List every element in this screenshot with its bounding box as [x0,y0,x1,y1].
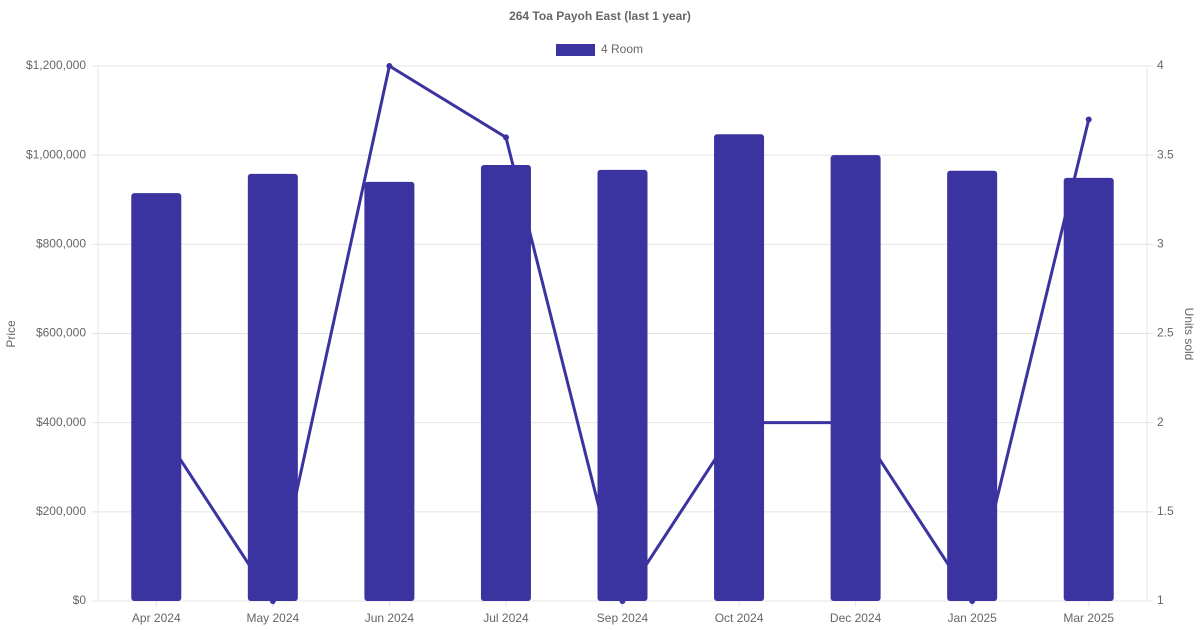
x-tick-label: Apr 2024 [132,611,181,625]
y-tick-label: $0 [73,593,87,607]
y-tick-label: $1,200,000 [26,58,86,72]
y2-tick-label: 4 [1157,58,1164,72]
x-tick-label: May 2024 [246,611,299,625]
y-tick-label: $200,000 [36,504,86,518]
y-axis-title: Price [4,320,18,348]
y2-tick-label: 1.5 [1157,504,1174,518]
y2-tick-label: 3 [1157,237,1164,251]
x-tick-label: Jan 2025 [947,611,997,625]
y2-axis-title: Units sold [1182,308,1196,361]
y-tick-label: $1,000,000 [26,147,86,161]
bar [364,181,415,601]
y-tick-label: $800,000 [36,237,86,251]
bar [1063,177,1114,601]
legend-label: 4 Room [601,42,643,56]
bar [830,155,881,601]
line-point [1085,116,1092,123]
legend-swatch [556,44,595,56]
x-tick-label: Dec 2024 [830,611,882,625]
x-tick-label: Sep 2024 [597,611,649,625]
y2-tick-label: 1 [1157,593,1164,607]
y2-tick-label: 2.5 [1157,326,1174,340]
bar [714,134,765,601]
y2-tick-label: 3.5 [1157,147,1174,161]
y-tick-label: $400,000 [36,415,86,429]
bar [131,193,182,601]
x-tick-label: Jul 2024 [483,611,529,625]
bar [247,173,298,601]
x-tick-label: Jun 2024 [365,611,415,625]
bar [947,170,998,602]
x-tick-label: Mar 2025 [1063,611,1114,625]
chart-title: 264 Toa Payoh East (last 1 year) [509,9,691,23]
y2-tick-label: 2 [1157,415,1164,429]
line-point [386,63,393,69]
y-tick-label: $600,000 [36,326,86,340]
bar [597,169,648,602]
bar [480,164,531,601]
x-tick-label: Oct 2024 [715,611,764,625]
line-point [502,134,509,141]
